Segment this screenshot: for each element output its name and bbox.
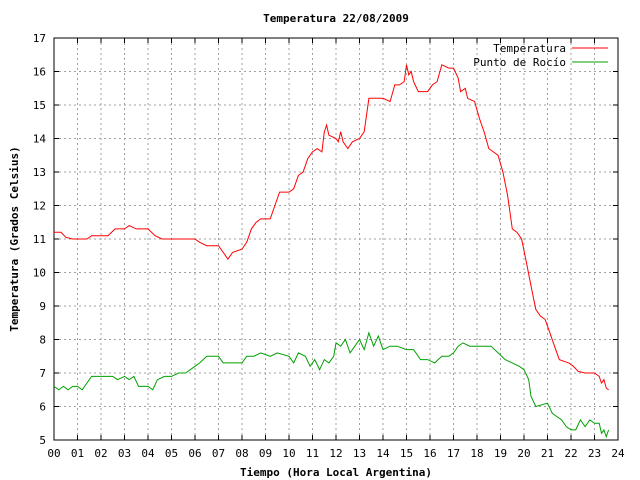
x-tick-label: 15	[400, 447, 413, 460]
y-tick-label: 16	[33, 66, 46, 79]
x-tick-label: 20	[517, 447, 530, 460]
x-tick-label: 10	[282, 447, 295, 460]
y-tick-label: 7	[39, 367, 46, 380]
y-tick-label: 14	[33, 133, 47, 146]
legend-label: Temperatura	[493, 42, 566, 55]
x-tick-label: 11	[306, 447, 319, 460]
y-tick-label: 5	[39, 434, 46, 447]
x-tick-label: 17	[447, 447, 460, 460]
x-axis-ticks: 00 01 02 03 04 05 06 07 08 09 10 11 12 13 14 15 16 17 18 19…	[47, 38, 625, 460]
x-tick-label: 02	[94, 447, 107, 460]
x-tick-label: 23	[588, 447, 601, 460]
x-tick-label: 19	[494, 447, 507, 460]
x-tick-label: 00	[47, 447, 60, 460]
x-tick-label: 01	[71, 447, 84, 460]
y-axis-ticks: 5 6 7 8 9 10 11 12 13 14 15 16 17	[33, 32, 618, 447]
y-tick-label: 9	[39, 300, 46, 313]
x-tick-label: 18	[470, 447, 483, 460]
x-tick-label: 12	[329, 447, 342, 460]
series-layer	[53, 64, 610, 439]
y-tick-label: 12	[33, 200, 46, 213]
x-tick-label: 03	[118, 447, 131, 460]
x-axis-label: Tiempo (Hora Local Argentina)	[240, 466, 432, 479]
y-axis-label: Temperatura (Grados Celsius)	[8, 146, 21, 331]
series-line-punto-de-rocio	[53, 331, 610, 439]
x-tick-label: 08	[235, 447, 248, 460]
y-tick-label: 10	[33, 267, 46, 280]
x-tick-label: 21	[541, 447, 554, 460]
x-tick-label: 14	[376, 447, 390, 460]
x-tick-label: 06	[188, 447, 201, 460]
x-tick-label: 05	[165, 447, 178, 460]
x-tick-label: 22	[564, 447, 577, 460]
x-tick-label: 09	[259, 447, 272, 460]
x-tick-label: 16	[423, 447, 436, 460]
x-tick-label: 07	[212, 447, 225, 460]
y-tick-label: 11	[33, 233, 46, 246]
y-tick-label: 13	[33, 166, 46, 179]
x-tick-label: 04	[141, 447, 155, 460]
y-tick-label: 17	[33, 32, 46, 45]
legend-label: Punto de Rocío	[473, 56, 566, 69]
y-tick-label: 15	[33, 99, 46, 112]
x-tick-label: 24	[611, 447, 625, 460]
y-tick-label: 8	[39, 334, 46, 347]
y-tick-label: 6	[39, 401, 46, 414]
series-line-temperatura	[54, 64, 609, 391]
x-tick-label: 13	[353, 447, 366, 460]
grid-lines	[54, 38, 618, 440]
chart-title: Temperatura 22/08/2009	[263, 12, 409, 25]
